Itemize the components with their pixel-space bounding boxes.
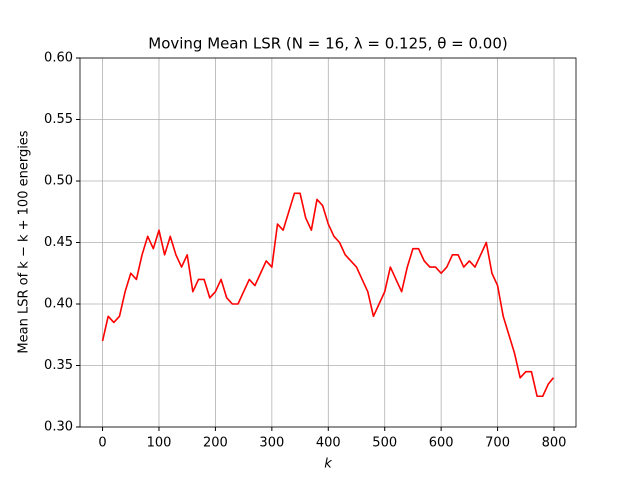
y-tick-label: 0.55 — [44, 112, 73, 127]
axes-frame — [79, 57, 577, 428]
x-tick-label: 500 — [372, 436, 397, 451]
x-tick-label: 400 — [316, 436, 341, 451]
x-axis-label: k — [324, 457, 332, 472]
x-tick-label: 200 — [203, 436, 228, 451]
data-line — [101, 192, 555, 398]
x-tick-label: 700 — [485, 436, 510, 451]
y-tick-label: 0.60 — [44, 51, 73, 66]
y-tick-label: 0.50 — [44, 174, 73, 189]
chart-title: Moving Mean LSR (N = 16, λ = 0.125, θ = … — [148, 35, 507, 53]
y-tick-label: 0.30 — [44, 420, 73, 435]
x-tick-label: 800 — [542, 436, 567, 451]
y-tick-label: 0.40 — [44, 297, 73, 312]
x-tick-label: 300 — [259, 436, 284, 451]
y-axis-label: Mean LSR of k − k + 100 energies — [17, 130, 32, 353]
y-tick-label: 0.35 — [44, 358, 73, 373]
y-tick-label: 0.45 — [44, 235, 73, 250]
x-tick-label: 100 — [147, 436, 172, 451]
x-tick-label: 600 — [429, 436, 454, 451]
x-tick-label: 0 — [98, 436, 106, 451]
